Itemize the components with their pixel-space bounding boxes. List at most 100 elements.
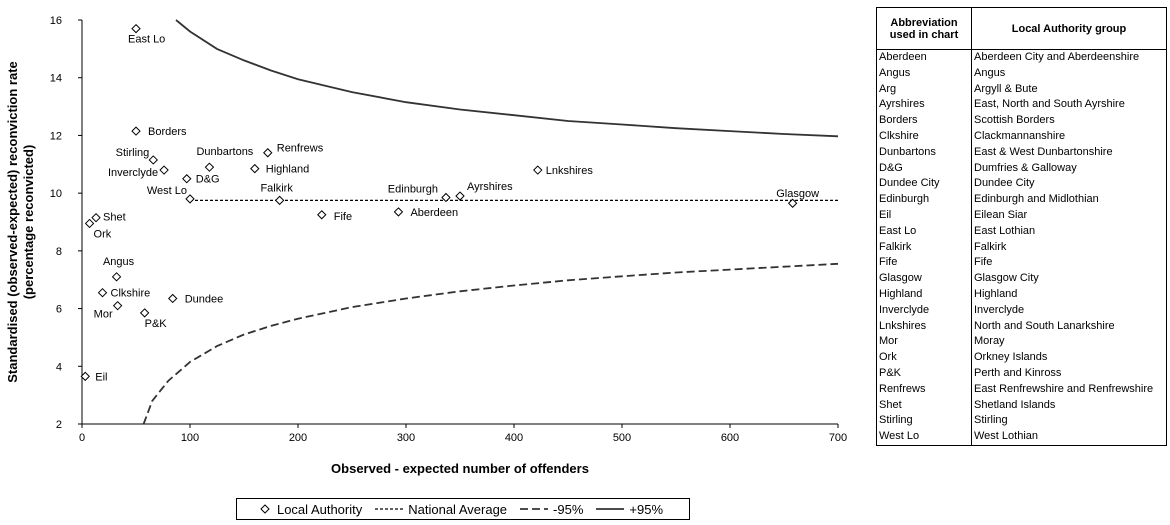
abbreviation-cell: Stirling (876, 413, 972, 430)
data-point-label: Highland (266, 164, 309, 176)
data-point-label: Falkirk (260, 182, 293, 194)
group-cell: West Lothian (971, 429, 1167, 446)
solid-line-icon (596, 508, 625, 510)
table-row: Arg Argyll & Bute (876, 81, 1167, 98)
abbreviation-cell: Aberdeen (876, 49, 972, 66)
data-point-label: Ayrshires (467, 181, 513, 193)
table-header-abbreviation: Abbreviation used in chart (876, 7, 972, 50)
data-point-label: Inverclyde (108, 167, 158, 179)
table-row: Fife Fife (876, 255, 1167, 272)
data-point-label: Stirling (116, 147, 150, 159)
data-point-marker (91, 212, 101, 223)
group-cell: Shetland Islands (971, 397, 1167, 414)
table-row: Aberdeen Aberdeen City and Aberdeenshire (876, 49, 1167, 66)
y-tick-label: 6 (56, 304, 62, 316)
data-point-marker (787, 198, 798, 208)
table-row: Dunbartons East & West Dunbartonshire (876, 144, 1167, 161)
abbreviation-cell: Clkshire (876, 128, 972, 145)
data-point-label: D&G (196, 174, 220, 186)
abbreviation-cell: Mor (876, 334, 972, 351)
group-cell: Eilean Siar (971, 207, 1167, 224)
group-cell: Scottish Borders (971, 113, 1167, 129)
group-cell: Argyll & Bute (971, 81, 1167, 98)
abbreviation-cell: West Lo (876, 429, 972, 446)
data-point-marker (250, 163, 260, 174)
abbreviation-cell: Highland (876, 286, 972, 303)
data-point-label: Ork (94, 228, 112, 240)
x-tick-label: 700 (829, 432, 847, 444)
legend-label-local-authority: Local Authority (276, 501, 363, 517)
y-tick-label: 8 (56, 246, 62, 258)
group-cell: East & West Dunbartonshire (971, 144, 1167, 161)
chart-legend: Local Authority National Average -95% +9… (236, 498, 690, 520)
x-tick-label: 300 (397, 432, 415, 444)
axes: 2 4 6 8 10 12 14 16 0 100 200 300 400 500 600 700 (50, 15, 847, 444)
abbreviation-cell: Renfrews (876, 381, 972, 398)
data-point-marker (131, 126, 141, 136)
data-point-label: Glasgow (776, 188, 819, 200)
confidence-curves (142, 19, 839, 425)
group-cell: Fife (971, 255, 1167, 272)
data-point-label: Mor (94, 309, 113, 321)
data-point-marker (148, 155, 158, 165)
data-point-marker (441, 192, 451, 203)
table-row: Angus Angus (876, 65, 1167, 82)
table-row: East Lo East Lothian (876, 223, 1167, 240)
table-row: Falkirk Falkirk (876, 239, 1167, 256)
data-point-marker (182, 174, 192, 184)
data-point-marker (111, 272, 122, 282)
table-row: West Lo West Lothian (876, 429, 1167, 446)
abbreviation-cell: Glasgow (876, 271, 972, 287)
data-point-marker (80, 371, 90, 382)
data-point-label: Lnkshires (546, 165, 594, 177)
table-row: Clkshire Clackmannanshire (876, 128, 1167, 145)
y-tick-label: 10 (50, 188, 62, 200)
abbreviation-cell: Borders (876, 113, 972, 129)
data-point-marker (393, 207, 404, 217)
data-point-marker (185, 194, 195, 204)
abbreviation-cell: Dunbartons (876, 144, 972, 161)
diamond-marker-icon (260, 504, 270, 514)
table-header-group: Local Authority group (971, 7, 1167, 50)
x-tick-label: 0 (79, 432, 85, 444)
table-row: P&K Perth and Kinross (876, 365, 1167, 382)
group-cell: Perth and Kinross (971, 365, 1167, 382)
data-point-label: Clkshire (111, 288, 151, 300)
group-cell: Angus (971, 65, 1167, 82)
x-tick-label: 600 (721, 432, 739, 444)
data-point-marker (263, 148, 273, 158)
data-point-label: Angus (103, 256, 135, 268)
group-cell: Highland (971, 286, 1167, 303)
data-point-marker (131, 23, 141, 34)
abbreviation-cell: Falkirk (876, 239, 972, 256)
table-row: Shet Shetland Islands (876, 397, 1167, 414)
y-axis-title-line1: Standardised (observed-expected) reconvi… (5, 61, 20, 382)
abbreviation-cell: Eil (876, 207, 972, 224)
y-tick-label: 4 (56, 361, 62, 373)
data-point-marker (317, 210, 327, 220)
group-cell: Moray (971, 334, 1167, 351)
legend-entry-national-average: National Average (374, 502, 507, 517)
legend-label-plus95: +95% (629, 501, 664, 517)
table-header-row: Abbreviation used in chart Local Authori… (876, 7, 1167, 50)
data-point-label: P&K (145, 318, 168, 330)
table-row: Eil Eilean Siar (876, 207, 1167, 224)
abbreviation-table: Abbreviation used in chart Local Authori… (876, 7, 1167, 446)
legend-label-national-average: National Average (408, 501, 508, 517)
x-tick-label: 100 (181, 432, 199, 444)
abbreviation-cell: Angus (876, 65, 972, 82)
data-point-label: Shet (103, 212, 126, 224)
legend-entry-plus95: +95% (595, 502, 663, 517)
abbreviation-cell: East Lo (876, 223, 972, 240)
data-point-label: Dundee (185, 293, 224, 305)
table-row: Stirling Stirling (876, 413, 1167, 430)
data-point-marker (204, 162, 215, 172)
group-cell: East, North and South Ayrshire (971, 97, 1167, 114)
group-cell: North and South Lanarkshire (971, 318, 1167, 335)
group-cell: Orkney Islands (971, 350, 1167, 366)
abbreviation-cell: Fife (876, 255, 972, 272)
group-cell: East Renfrewshire and Renfrewshire (971, 381, 1167, 398)
data-point-label: Renfrews (277, 143, 324, 155)
abbreviation-cell: Shet (876, 397, 972, 414)
data-point-label: Eil (95, 371, 107, 383)
